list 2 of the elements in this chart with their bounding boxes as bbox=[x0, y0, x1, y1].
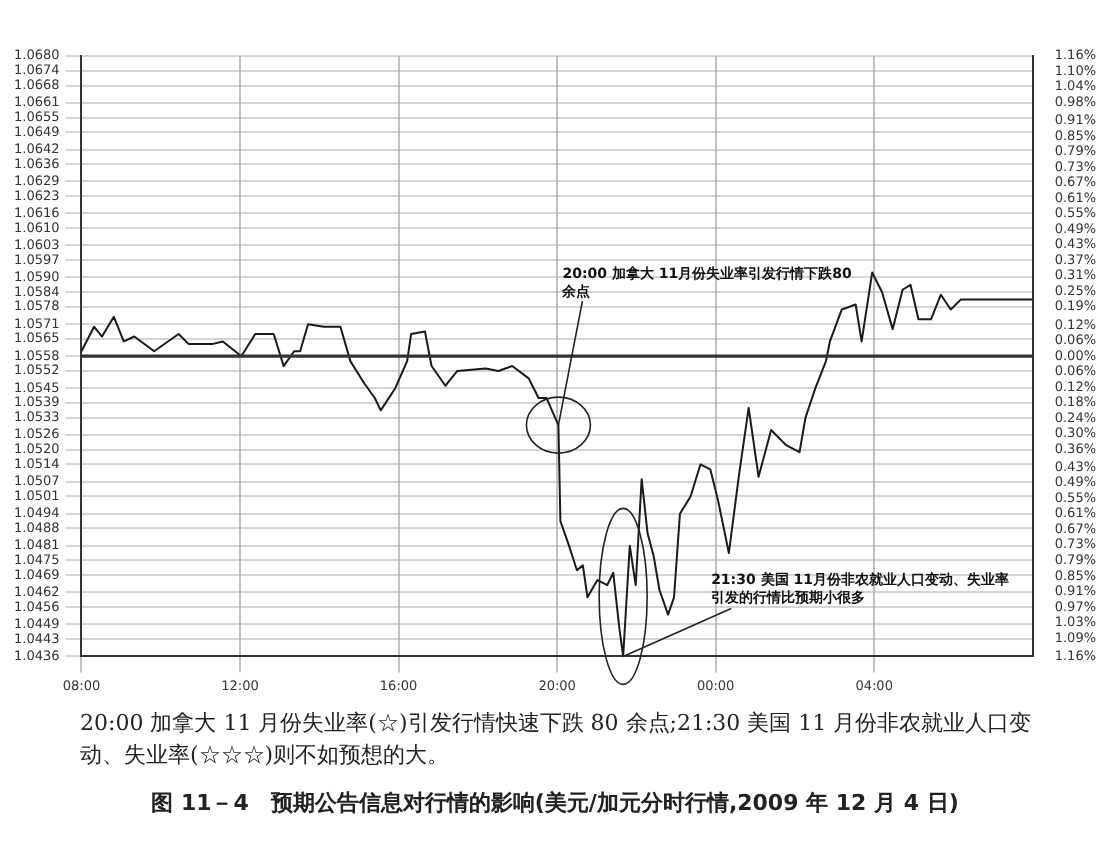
text: 20:00 加拿大 11 月份失业率(☆)引发行情快速下跌 80 余点;21:30 美国 11 月份非农就业人口变动、失业率(☆☆☆)则不如预想的大。 bbox=[80, 708, 1034, 772]
text: 图 11－4 预期公告信息对行情的影响(美元/加元分时行情,2009 年 12 月 4 日) bbox=[149, 788, 961, 818]
